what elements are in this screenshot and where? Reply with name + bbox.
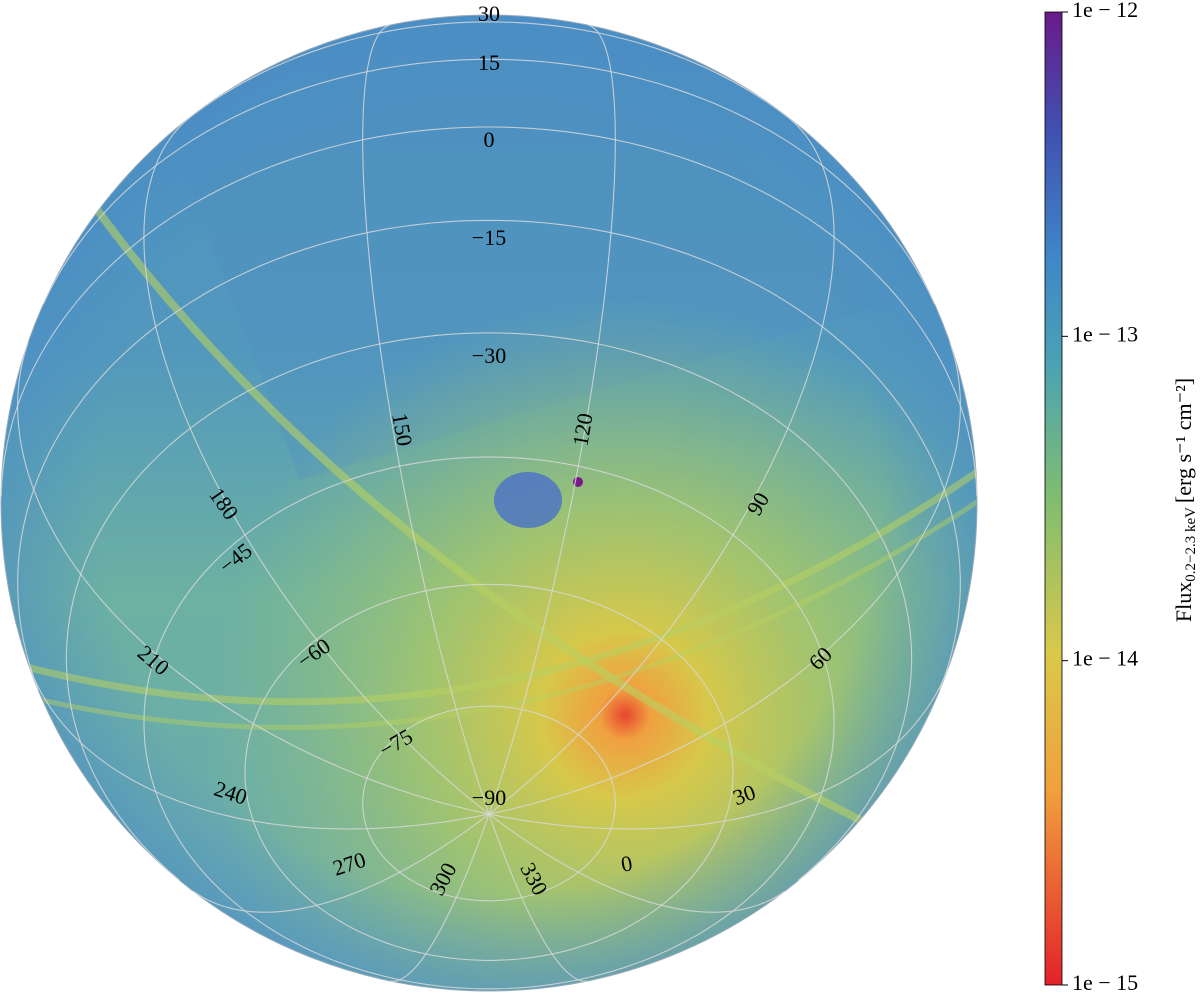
longitude-line [390,813,490,982]
colorbar-tick-label: 1e − 14 [1072,646,1138,671]
longitude-line [362,24,490,815]
latitude-label: 15 [478,50,500,75]
longitude-line [488,813,786,913]
colorbar-label-units: [erg s⁻¹ cm⁻²] [1171,378,1196,503]
latitude-label: −30 [472,343,506,368]
longitude-line [17,342,490,815]
colorbar-label-subscript: 0.2−2.3 keV [1183,507,1199,582]
colorbar-label: Flux0.2−2.3 keV [erg s⁻¹ cm⁻²] [1171,378,1199,622]
latitude-label: −90 [472,785,506,810]
latitude-line [189,21,789,118]
colorbar-gradient [1044,11,1063,986]
sky-image [1,15,977,991]
sky-boundary [0,14,978,992]
longitude-line [143,116,490,815]
latitude-label: −15 [472,225,506,250]
longitude-line [488,342,961,815]
colorbar-label-main: Flux [1171,582,1196,622]
latitude-label: 30 [478,1,500,26]
latitude-line [0,126,978,497]
latitude-line [17,219,961,690]
longitude-line [488,116,835,815]
colorbar-tick-label: 1e − 12 [1072,0,1138,22]
longitude-label: 0 [619,850,634,877]
latitude-line [42,58,936,305]
longitude-line [488,24,616,815]
longitude-line [29,667,490,830]
longitude-line [488,813,588,982]
longitude-label: 120 [567,411,597,448]
colorbar: Flux0.2−2.3 keV [erg s⁻¹ cm⁻²] 1e − 12 1e … [1044,0,1199,995]
graticule [0,21,978,990]
longitude-line [192,813,490,913]
longitude-label: 150 [387,411,417,448]
latitude-line [65,332,913,882]
colorbar-tick-label: 1e − 13 [1072,321,1138,346]
latitude-label: 0 [484,127,495,152]
colorbar-tick-label: 1e − 15 [1072,970,1138,994]
longitude-line [488,667,949,830]
